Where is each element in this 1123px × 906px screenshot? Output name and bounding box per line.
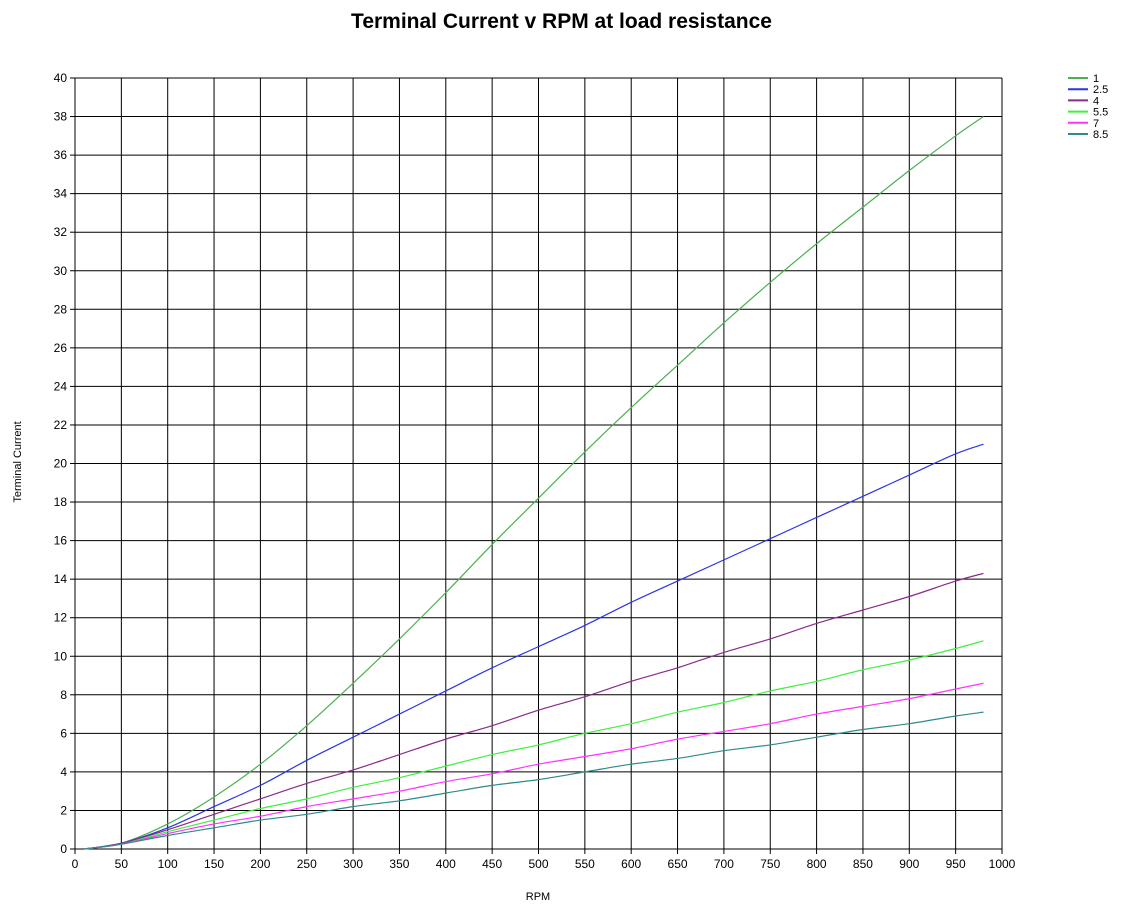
- y-tick-label: 22: [54, 418, 68, 432]
- y-tick-label: 20: [54, 457, 68, 471]
- x-tick-label: 800: [807, 857, 827, 871]
- x-tick-label: 0: [72, 857, 79, 871]
- y-tick-label: 24: [54, 379, 68, 393]
- y-tick-label: 18: [54, 495, 68, 509]
- legend-label: 2.5: [1093, 84, 1108, 96]
- y-tick-label: 36: [54, 148, 68, 162]
- legend-label: 4: [1093, 95, 1099, 107]
- x-tick-label: 950: [946, 857, 966, 871]
- x-tick-label: 50: [115, 857, 129, 871]
- y-tick-label: 6: [60, 726, 67, 740]
- legend-label: 7: [1093, 118, 1099, 130]
- y-tick-label: 26: [54, 341, 68, 355]
- legend-item: 2.5: [1068, 84, 1108, 96]
- grid: [74, 77, 1003, 850]
- y-tick-label: 8: [60, 688, 67, 702]
- legend-item: 1: [1068, 73, 1099, 85]
- x-tick-label: 750: [760, 857, 780, 871]
- y-axis-label: Terminal Current: [12, 421, 24, 502]
- y-tick-label: 38: [54, 110, 68, 124]
- series-line-2.5: [84, 443, 984, 850]
- y-tick-label: 2: [60, 803, 67, 817]
- y-tick-label: 0: [60, 842, 67, 856]
- x-tick-label: 600: [621, 857, 641, 871]
- y-tick-label: 34: [54, 187, 68, 201]
- series-lines: [84, 116, 984, 850]
- x-tick-label: 550: [575, 857, 595, 871]
- x-tick-label: 1000: [989, 857, 1016, 871]
- y-tick-label: 12: [54, 611, 68, 625]
- x-tick-label: 450: [482, 857, 502, 871]
- x-axis-ticks: 0 50 100 150 200 250 300 350 400 450 500 550 600 650 7…: [72, 849, 1016, 871]
- series-line-1: [84, 116, 984, 850]
- legend: 12.545.578.5: [1068, 73, 1108, 141]
- x-tick-label: 100: [158, 857, 178, 871]
- x-tick-label: 300: [343, 857, 363, 871]
- x-tick-label: 700: [714, 857, 734, 871]
- series-line-8.5: [84, 711, 984, 850]
- y-tick-label: 10: [54, 649, 68, 663]
- legend-label: 5.5: [1093, 107, 1108, 119]
- y-tick-label: 40: [54, 71, 68, 85]
- y-tick-label: 28: [54, 302, 68, 316]
- legend-item: 8.5: [1068, 129, 1108, 141]
- legend-item: 5.5: [1068, 107, 1108, 119]
- legend-item: 4: [1068, 95, 1099, 107]
- series-line-7: [84, 682, 984, 850]
- x-tick-label: 150: [204, 857, 224, 871]
- x-tick-label: 250: [297, 857, 317, 871]
- y-tick-label: 16: [54, 534, 68, 548]
- legend-label: 1: [1093, 73, 1099, 85]
- y-tick-label: 4: [60, 765, 67, 779]
- x-tick-label: 850: [853, 857, 873, 871]
- y-tick-label: 32: [54, 225, 68, 239]
- legend-item: 7: [1068, 118, 1099, 130]
- y-tick-label: 30: [54, 264, 68, 278]
- x-tick-label: 200: [250, 857, 270, 871]
- chart-title: Terminal Current v RPM at load resistanc…: [351, 10, 772, 33]
- x-tick-label: 650: [668, 857, 688, 871]
- x-tick-label: 400: [436, 857, 456, 871]
- legend-label: 8.5: [1093, 129, 1108, 141]
- x-tick-label: 350: [389, 857, 409, 871]
- series-line-5.5: [84, 640, 984, 850]
- series-line-4: [84, 572, 984, 850]
- x-tick-label: 500: [528, 857, 548, 871]
- y-tick-label: 14: [54, 572, 68, 586]
- x-tick-label: 900: [899, 857, 919, 871]
- x-axis-label: RPM: [526, 891, 550, 903]
